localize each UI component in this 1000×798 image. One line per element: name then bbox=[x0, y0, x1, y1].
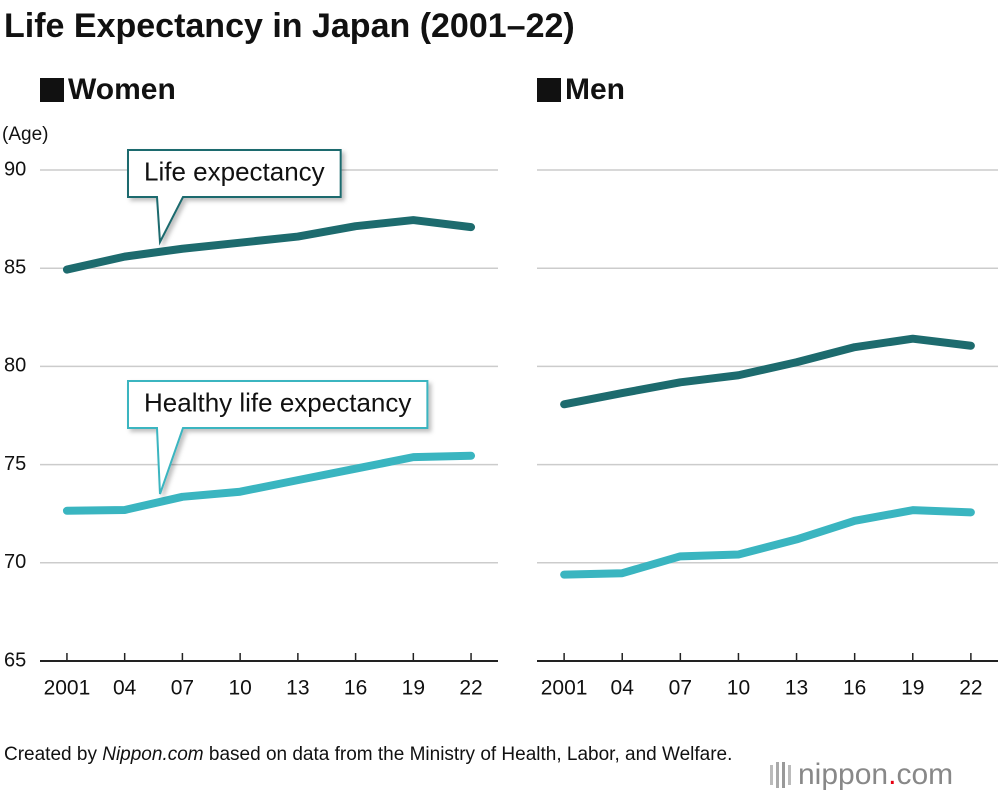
x-tick-label: 13 bbox=[286, 677, 309, 700]
x-tick-label: 16 bbox=[843, 677, 866, 700]
source-note: Created by Nippon.com based on data from… bbox=[4, 742, 749, 768]
callout-box bbox=[127, 380, 429, 495]
x-tick-label: 04 bbox=[113, 677, 137, 700]
x-tick-label: 10 bbox=[228, 677, 251, 700]
x-tick-label: 04 bbox=[611, 677, 635, 700]
logo-icon bbox=[782, 762, 785, 788]
panel-title: Men bbox=[565, 73, 625, 106]
x-tick-label: 07 bbox=[669, 677, 692, 700]
logo-name: nippon bbox=[798, 758, 888, 791]
logo: nippon.com bbox=[770, 758, 953, 791]
chart-title: Life Expectancy in Japan (2001–22) bbox=[4, 7, 575, 45]
x-tick-label: 10 bbox=[727, 677, 750, 700]
logo-icon bbox=[788, 765, 791, 785]
series-line bbox=[62, 451, 476, 515]
x-tick-label: 19 bbox=[402, 677, 425, 700]
callout-label: Healthy life expectancy bbox=[144, 387, 411, 417]
callout: Life expectancy bbox=[127, 149, 342, 246]
logo-icon bbox=[776, 762, 779, 788]
y-tick-label: 75 bbox=[4, 453, 26, 475]
panel-title-marker bbox=[537, 78, 561, 102]
source-text: based on data from the Ministry of Healt… bbox=[203, 744, 733, 765]
x-tick-label: 13 bbox=[785, 677, 808, 700]
x-tick-label: 07 bbox=[171, 677, 194, 700]
logo-icon bbox=[770, 765, 773, 785]
y-axis-label: (Age) bbox=[2, 124, 48, 145]
series-line bbox=[560, 334, 975, 409]
y-tick-label: 65 bbox=[4, 649, 26, 671]
source-site: Nippon.com bbox=[102, 744, 204, 765]
x-tick-label: 2001 bbox=[541, 677, 588, 700]
panel-title-marker bbox=[40, 78, 64, 102]
x-tick-label: 22 bbox=[459, 677, 482, 700]
series-line bbox=[62, 216, 476, 274]
y-tick-label: 80 bbox=[4, 355, 26, 377]
x-tick-label: 2001 bbox=[44, 677, 91, 700]
logo-text: nippon.com bbox=[798, 758, 953, 791]
callout-box bbox=[127, 149, 342, 246]
series-line bbox=[560, 506, 975, 579]
logo-domain: com bbox=[896, 758, 953, 791]
y-tick-label: 85 bbox=[4, 256, 26, 278]
callout-label: Life expectancy bbox=[144, 156, 325, 186]
y-tick-label: 70 bbox=[4, 551, 26, 573]
callout: Healthy life expectancy bbox=[127, 380, 429, 495]
logo-dot: . bbox=[888, 758, 896, 791]
x-tick-label: 19 bbox=[901, 677, 924, 700]
panel-title: Women bbox=[68, 73, 176, 106]
x-tick-label: 16 bbox=[344, 677, 367, 700]
source-text: Created by bbox=[4, 744, 103, 765]
x-tick-label: 22 bbox=[959, 677, 982, 700]
y-tick-label: 90 bbox=[4, 158, 26, 180]
